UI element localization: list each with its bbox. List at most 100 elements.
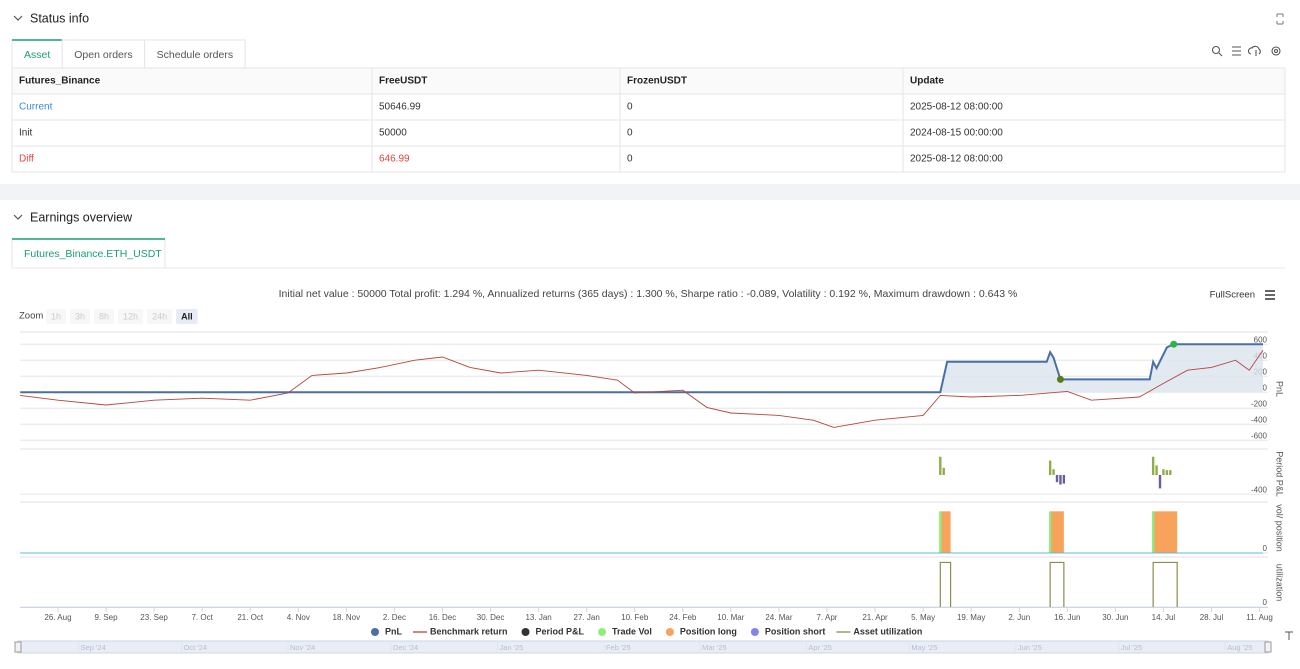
- zoom-button-label[interactable]: All: [181, 311, 193, 321]
- legend-item[interactable]: Position short: [750, 626, 826, 636]
- zoom-button-bg[interactable]: [118, 309, 144, 324]
- menu-icon[interactable]: [1265, 290, 1275, 300]
- area: [20, 344, 1264, 393]
- table-cell: 2025-08-12 08:00:00: [910, 154, 1003, 165]
- table-header: FrozenUSDT: [627, 76, 687, 87]
- reset-icon[interactable]: [1285, 631, 1293, 640]
- navigator-label: Apr '25: [808, 643, 832, 652]
- bar: [1162, 469, 1165, 475]
- legend-item[interactable]: Asset utilization: [836, 626, 922, 636]
- collapse-icon[interactable]: [13, 15, 23, 21]
- settings-icon[interactable]: [1271, 46, 1281, 56]
- zoom-button-label[interactable]: 8h: [99, 311, 109, 321]
- y-tick-label: -600: [1251, 431, 1268, 440]
- tab-box: [144, 39, 246, 69]
- legend-label[interactable]: Trade Vol: [612, 626, 652, 636]
- x-tick-label: 7. Oct: [191, 613, 213, 622]
- x-tick-label: 24. Mar: [765, 613, 792, 622]
- bar: [942, 467, 945, 475]
- zoom-button[interactable]: 3h: [70, 309, 91, 324]
- x-tick-label: 16. Dec: [429, 613, 457, 622]
- y-tick-label: -200: [1251, 399, 1268, 408]
- x-tick-label: 5. May: [911, 613, 935, 622]
- tab-label[interactable]: Asset: [24, 49, 50, 61]
- zoom-label: Zoom: [19, 311, 43, 322]
- x-tick-label: 30. Jun: [1102, 613, 1128, 622]
- bar: [1062, 474, 1066, 484]
- settings-center: [1273, 48, 1279, 54]
- zoom-button-bg[interactable]: [147, 309, 173, 324]
- zoom-button[interactable]: All: [176, 309, 198, 324]
- tab-label[interactable]: Futures_Binance.ETH_USDT: [24, 248, 162, 260]
- navigator-handle[interactable]: [14, 641, 22, 653]
- navigator-label: Jul '25: [1121, 643, 1142, 652]
- tab[interactable]: Asset: [11, 39, 63, 69]
- navigator-label: Jun '25: [1018, 643, 1042, 652]
- fullscreen-button[interactable]: FullScreen: [1210, 290, 1255, 301]
- zoom-button-label[interactable]: 3h: [75, 311, 85, 321]
- navigator-label: Oct '24: [184, 643, 208, 652]
- bar: [1158, 474, 1162, 489]
- x-tick-label: 28. Jul: [1200, 613, 1224, 622]
- x-tick-label: 27. Jan: [574, 613, 600, 622]
- summary: Initial net value : 50000 Total profit: …: [279, 288, 1018, 300]
- legend-label[interactable]: Position short: [765, 626, 826, 636]
- zoom-button-bg[interactable]: [94, 309, 115, 324]
- legend-item[interactable]: Trade Vol: [598, 626, 652, 636]
- position-bar: [940, 511, 951, 553]
- navigator-handle[interactable]: [1264, 641, 1272, 653]
- legend-label[interactable]: Position long: [680, 626, 737, 636]
- zoom-button[interactable]: 24h: [147, 309, 173, 324]
- legend-item[interactable]: Position long: [665, 626, 737, 636]
- bar: [939, 456, 942, 475]
- navigator-label: Dec '24: [393, 643, 418, 652]
- toolbar-icons: [1211, 45, 1281, 57]
- zoom-button-bg[interactable]: [46, 309, 67, 324]
- cloud-icon[interactable]: [1247, 45, 1261, 56]
- x-tick-label: 9. Sep: [94, 613, 118, 622]
- zoom-button-bg[interactable]: [176, 309, 198, 324]
- zoom-button[interactable]: 12h: [118, 309, 144, 324]
- tab[interactable]: Open orders: [61, 39, 146, 69]
- zoom-button-bg[interactable]: [70, 309, 91, 324]
- x-tick-label: 21. Apr: [862, 613, 888, 622]
- legend-item[interactable]: PnL: [371, 626, 403, 636]
- utilization-step: [1049, 561, 1065, 607]
- y-tick-label: -400: [1251, 485, 1268, 494]
- legend-item[interactable]: Period P&L: [521, 626, 585, 636]
- table-cell: Init: [19, 128, 33, 139]
- bar: [1169, 470, 1172, 475]
- list-icon[interactable]: [1232, 46, 1241, 56]
- y-tick-label: 600: [1254, 335, 1268, 344]
- collapse-icon[interactable]: [13, 214, 23, 220]
- zoom-button[interactable]: 8h: [94, 309, 115, 324]
- zoom-button-label[interactable]: 24h: [152, 311, 167, 321]
- tab-label[interactable]: Open orders: [74, 49, 132, 61]
- legend-label[interactable]: Asset utilization: [853, 626, 922, 636]
- table-header: Update: [910, 76, 944, 87]
- y-tick-label: 0: [1263, 544, 1268, 553]
- axis-title: vol/ position: [1275, 504, 1285, 552]
- axis-title: PnL: [1275, 381, 1285, 397]
- zoom-button-label[interactable]: 12h: [123, 311, 138, 321]
- section-divider: [0, 184, 1300, 200]
- expand-icon[interactable]: [1276, 13, 1284, 25]
- section-title: Status info: [30, 11, 89, 25]
- zoom-button[interactable]: 1h: [46, 309, 67, 324]
- table-cell: 0: [627, 128, 633, 139]
- search-icon[interactable]: [1211, 45, 1221, 55]
- axis-title: utilization: [1275, 564, 1285, 602]
- bar: [1048, 460, 1052, 475]
- navigator-label: Mar '25: [702, 643, 727, 652]
- zoom-button-label[interactable]: 1h: [51, 311, 61, 321]
- tab-label[interactable]: Schedule orders: [157, 49, 233, 61]
- x-tick-label: 16. Jun: [1054, 613, 1080, 622]
- legend-item[interactable]: Benchmark return: [413, 626, 508, 636]
- legend-label[interactable]: Period P&L: [536, 626, 585, 636]
- position-bar: [1050, 511, 1064, 553]
- x-tick-label: 19. May: [957, 613, 985, 622]
- tab[interactable]: Schedule orders: [144, 39, 246, 69]
- legend-label[interactable]: Benchmark return: [430, 626, 508, 636]
- legend-label[interactable]: PnL: [385, 626, 403, 636]
